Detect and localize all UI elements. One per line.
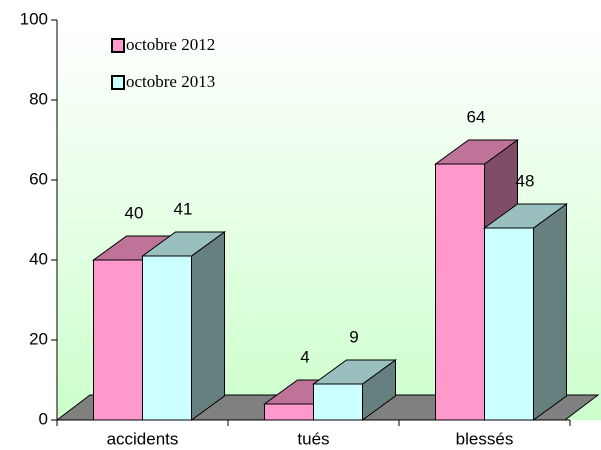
legend-swatch (111, 75, 125, 90)
value-label: 4 (300, 347, 309, 366)
bar (484, 227, 534, 421)
value-label: 40 (125, 203, 144, 222)
y-tick-label: 80 (29, 89, 48, 108)
bar-side (533, 203, 567, 421)
y-tick-label: 60 (29, 169, 48, 188)
y-tick-label: 40 (29, 249, 48, 268)
legend-swatch (111, 38, 125, 53)
bar (142, 255, 192, 421)
value-label: 64 (467, 107, 486, 126)
legend-label: octobre 2013 (126, 72, 215, 91)
y-tick-label: 0 (39, 409, 48, 428)
y-tick-label: 100 (20, 9, 48, 28)
bar (93, 259, 143, 421)
x-tick-label: accidents (107, 429, 179, 448)
y-tick-label: 20 (29, 329, 48, 348)
bar (313, 383, 363, 421)
bar (435, 163, 485, 421)
bar-side (191, 231, 225, 421)
value-label: 48 (516, 171, 535, 190)
value-label: 41 (174, 199, 193, 218)
value-label: 9 (349, 327, 358, 346)
bar (264, 403, 314, 421)
x-tick-label: blessés (456, 429, 514, 448)
legend-label: octobre 2012 (126, 35, 215, 54)
x-tick-label: tués (297, 429, 329, 448)
